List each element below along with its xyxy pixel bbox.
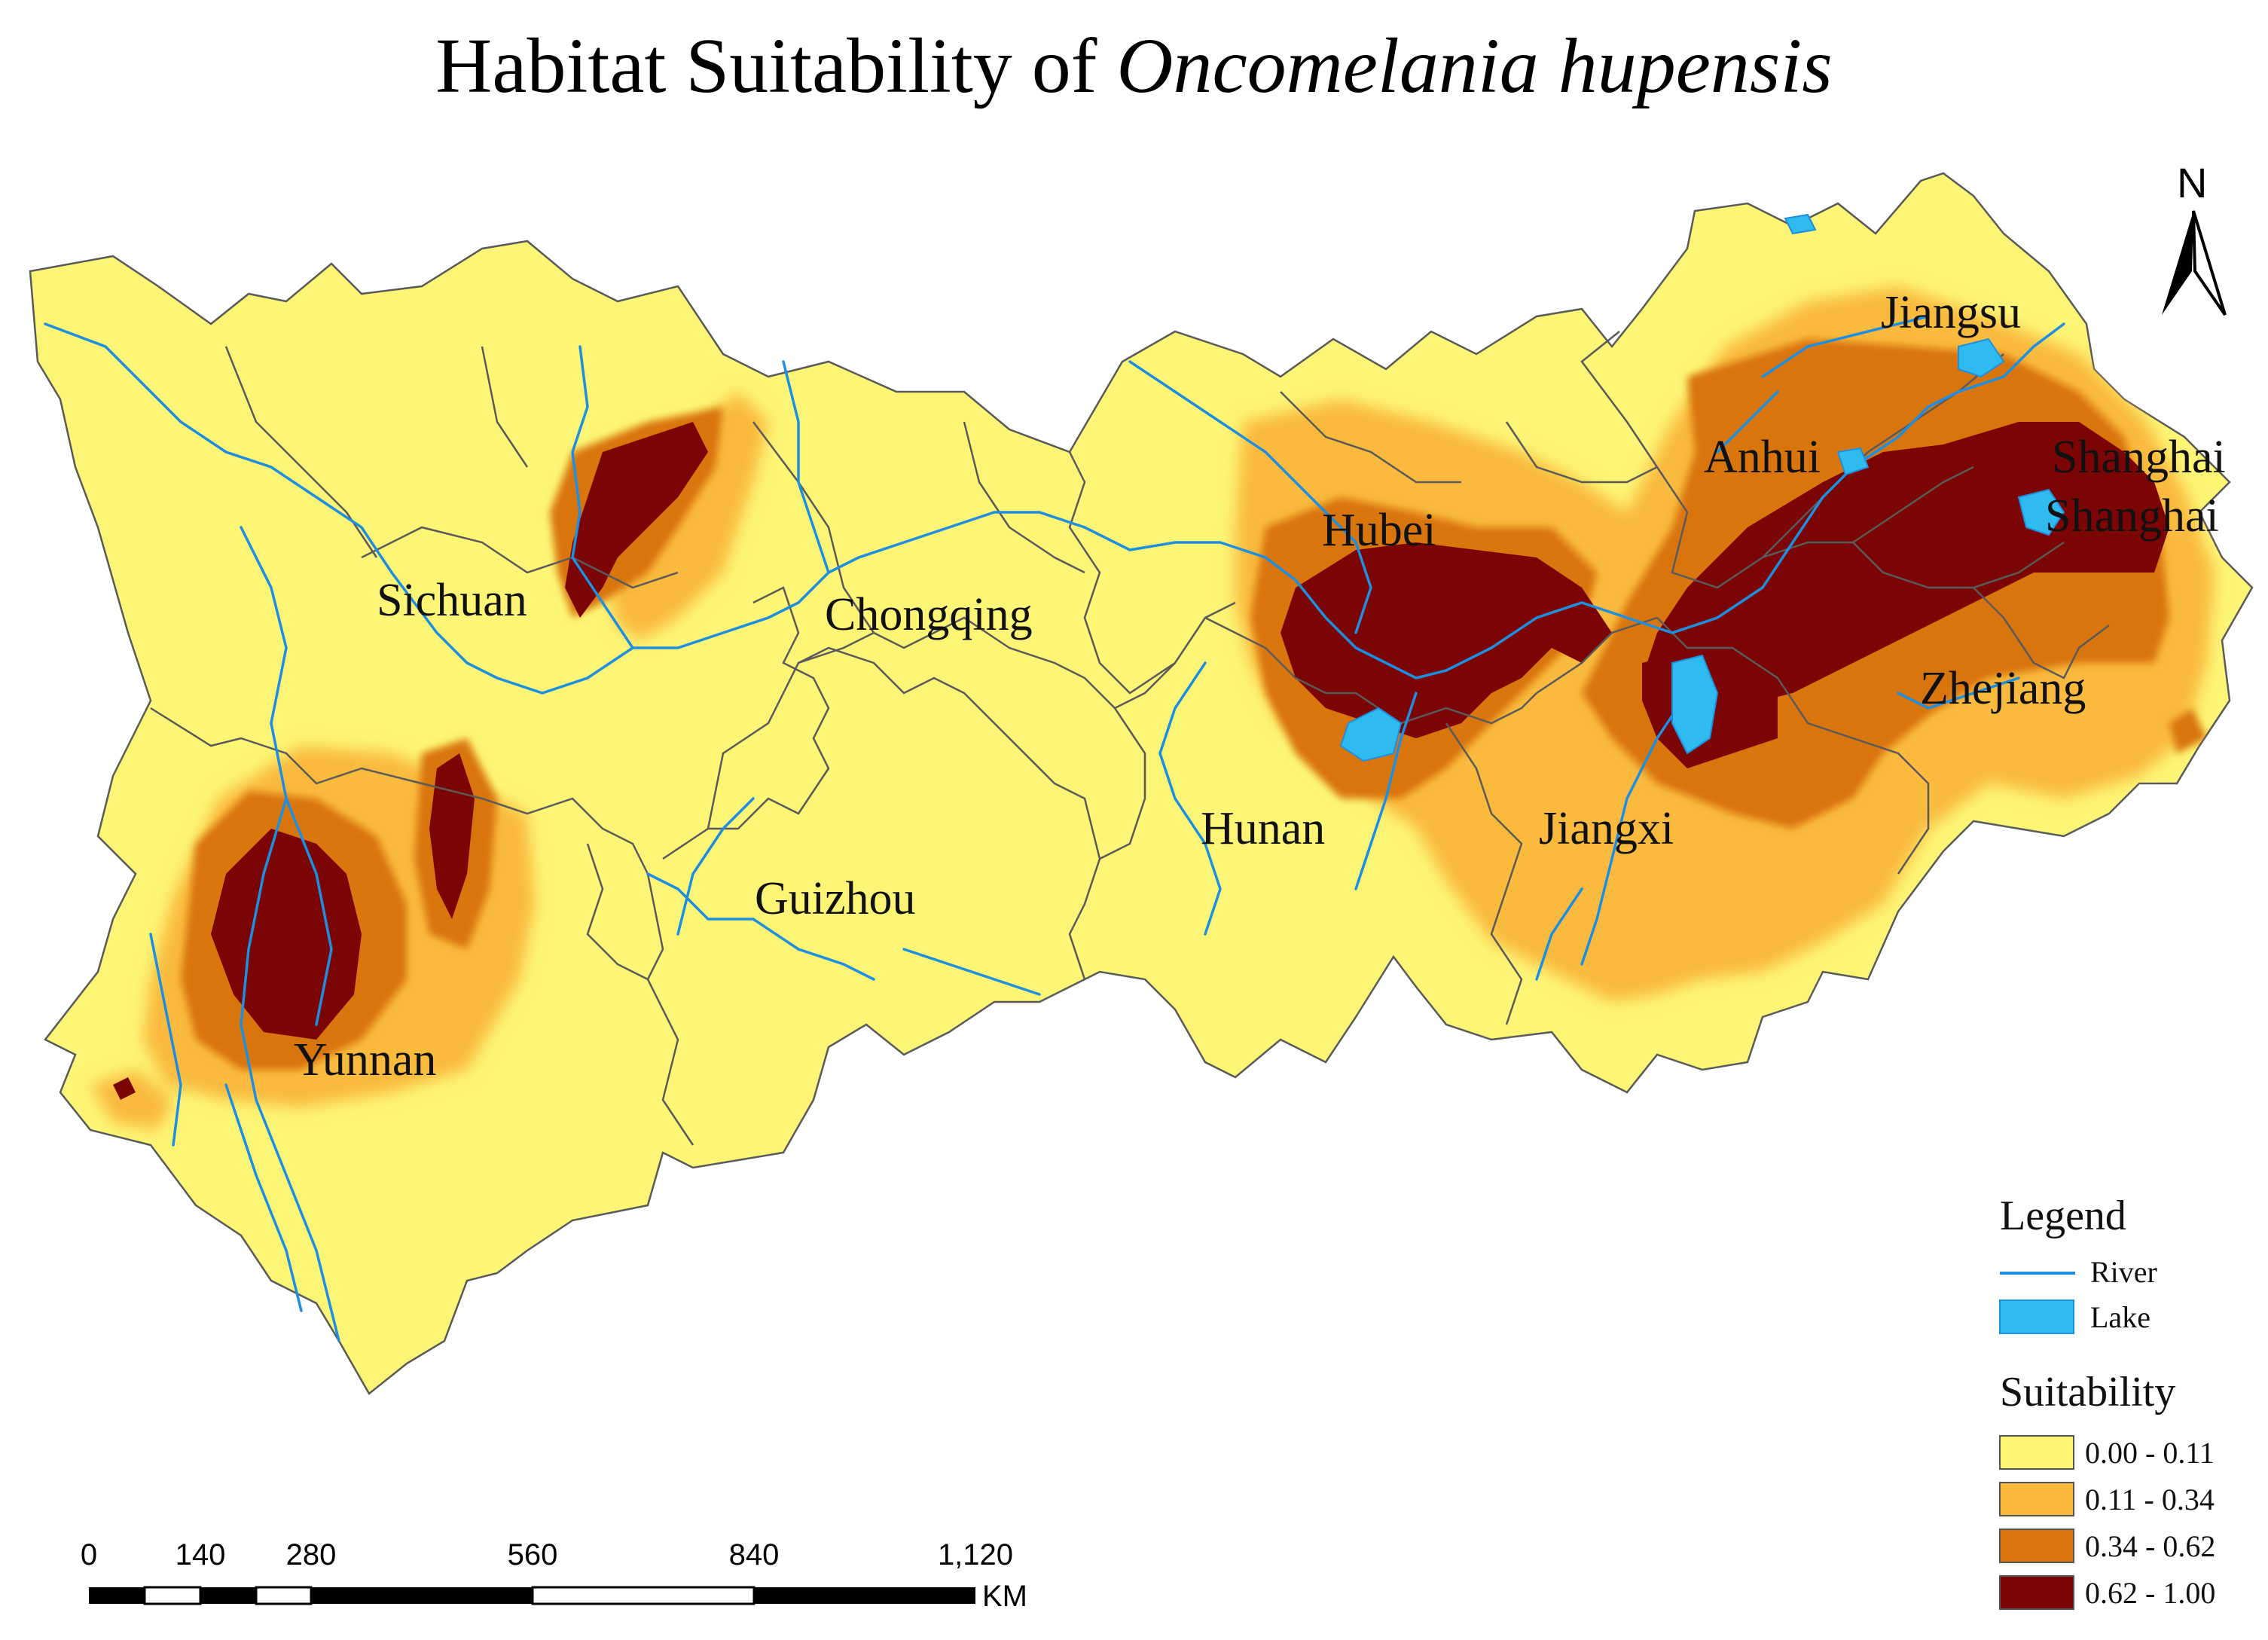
scale-unit: KM	[982, 1580, 1027, 1613]
province-label-hubei: Hubei	[1322, 505, 1436, 556]
north-label: N	[2177, 159, 2207, 206]
suitability-raster	[29, 172, 2254, 1395]
legend-swatch-class-4	[1999, 1575, 2074, 1610]
scale-tick-140: 140	[176, 1538, 226, 1571]
legend-suitability-title: Suitability	[2000, 1369, 2175, 1416]
legend-class-1: 0.00 - 0.11	[2085, 1436, 2215, 1470]
tai-lake	[2017, 488, 2065, 536]
province-label-sichuan: Sichuan	[377, 575, 527, 626]
province-label-guizhou: Guizhou	[755, 873, 916, 924]
legend: Legend River Lake Suitability 0.00 - 0.1…	[1999, 1193, 2215, 1610]
scale-tick-0: 0	[81, 1538, 97, 1571]
rivers	[44, 315, 2065, 1342]
province-label-anhui: Anhui	[1704, 432, 1821, 483]
province-label-jiangsu: Jiangsu	[1881, 287, 2021, 338]
province-labels: Sichuan Chongqing Guizhou Yunnan Hubei H…	[294, 287, 2226, 1086]
scale-bar: 0 140 280 560 840 1,120 KM	[81, 1538, 1027, 1613]
legend-lake-label: Lake	[2090, 1300, 2150, 1334]
north-arrow-icon	[2162, 211, 2193, 315]
province-borders	[150, 331, 2110, 1146]
scale-tick-280: 280	[286, 1538, 337, 1571]
north-lake	[1784, 213, 1817, 235]
province-label-shanghai-2: Shanghai	[2045, 490, 2219, 542]
province-label-zhejiang: Zhejiang	[1920, 663, 2086, 714]
scale-tick-840: 840	[729, 1538, 780, 1571]
legend-swatch-class-3	[1999, 1529, 2074, 1563]
title-prefix: Habitat Suitability of	[435, 23, 1097, 109]
lakes	[1339, 213, 2065, 762]
scale-tick-560: 560	[508, 1538, 558, 1571]
dongting-lake	[1339, 707, 1403, 762]
scale-tick-1120: 1,120	[938, 1538, 1013, 1571]
province-label-hunan: Hunan	[1201, 803, 1325, 854]
hongze-lake	[1958, 337, 2005, 378]
province-label-shanghai: Shanghai	[2052, 432, 2226, 483]
title-species: Oncomelania hupensis	[1116, 23, 1833, 109]
legend-class-3: 0.34 - 0.62	[2085, 1529, 2215, 1563]
legend-class-2: 0.11 - 0.34	[2085, 1483, 2215, 1516]
legend-title: Legend	[2000, 1193, 2126, 1239]
legend-river-label: River	[2090, 1255, 2157, 1289]
legend-class-4: 0.62 - 1.00	[2085, 1576, 2215, 1610]
poyang-lake	[1671, 654, 1719, 755]
legend-swatch-class-1	[1999, 1435, 2074, 1470]
province-label-jiangxi: Jiangxi	[1539, 803, 1674, 854]
province-label-chongqing: Chongqing	[825, 589, 1033, 640]
legend-swatch-class-2	[1999, 1482, 2074, 1516]
map-title: Habitat Suitability of Oncomelania hupens…	[0, 21, 2268, 111]
north-arrow: N	[2162, 159, 2227, 316]
chao-lake	[1836, 447, 1870, 476]
province-label-yunnan: Yunnan	[294, 1034, 436, 1086]
legend-lake-swatch	[1999, 1299, 2074, 1334]
